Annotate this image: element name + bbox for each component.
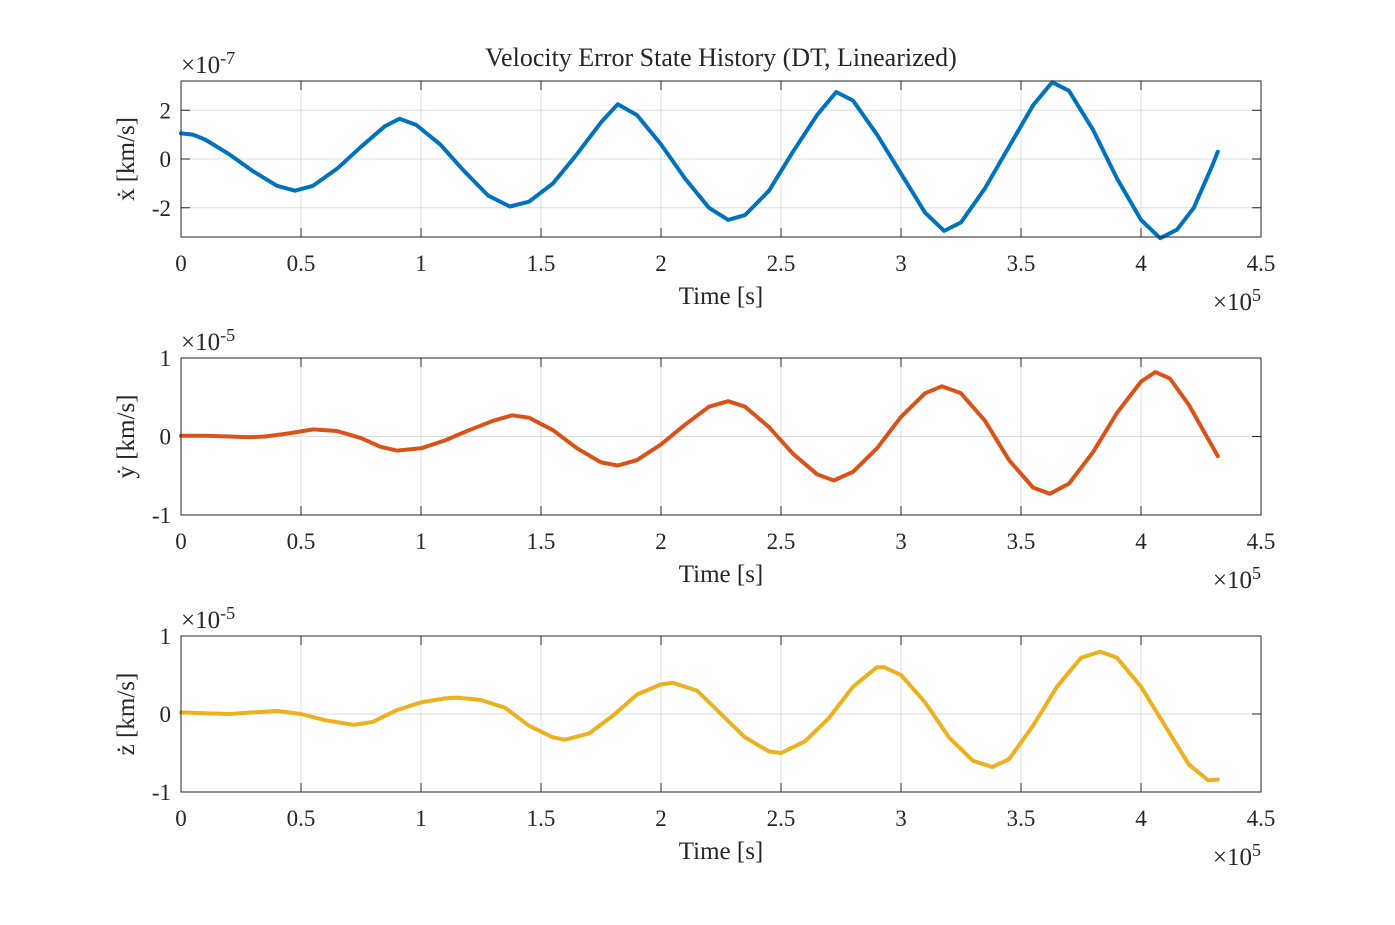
y-exponent-label: ×10-5 xyxy=(181,603,235,634)
x-tick-label: 2.5 xyxy=(767,529,796,554)
x-tick-label: 4.5 xyxy=(1247,806,1276,831)
y-tick-label: 0 xyxy=(160,425,172,450)
x-tick-label: 4 xyxy=(1135,251,1147,276)
x-axis-label: Time [s] xyxy=(679,561,764,588)
x-tick-label: 0 xyxy=(175,806,187,831)
y-exponent-label: ×10-7 xyxy=(181,48,235,79)
axes-frame xyxy=(180,635,1262,793)
x-exponent-label: ×105 xyxy=(1213,285,1261,316)
y-tick-label: -1 xyxy=(152,780,171,805)
x-tick-label: 2.5 xyxy=(767,806,796,831)
y-tick-label: 0 xyxy=(160,702,172,727)
x-tick-label: 3 xyxy=(895,529,907,554)
x-tick-label: 2 xyxy=(655,529,667,554)
x-tick-label: 1.5 xyxy=(527,806,556,831)
x-tick-label: 1.5 xyxy=(527,529,556,554)
x-tick-label: 1.5 xyxy=(527,251,556,276)
x-tick-label: 0.5 xyxy=(287,806,316,831)
x-tick-label: 1 xyxy=(415,529,427,554)
x-axis-label: Time [s] xyxy=(679,838,764,865)
x-tick-label: 0.5 xyxy=(287,251,316,276)
x-exponent-label: ×105 xyxy=(1213,840,1261,871)
x-tick-label: 0 xyxy=(175,529,187,554)
x-tick-label: 3 xyxy=(895,806,907,831)
x-axis-label: Time [s] xyxy=(679,283,764,310)
y-axis-label: ẏ [km/s] xyxy=(113,394,140,478)
x-tick-label: 2.5 xyxy=(767,251,796,276)
y-tick-label: 2 xyxy=(160,98,172,123)
x-tick-label: 3.5 xyxy=(1007,529,1036,554)
x-tick-label: 3.5 xyxy=(1007,806,1036,831)
x-tick-label: 4 xyxy=(1135,806,1147,831)
x-tick-label: 0 xyxy=(175,251,187,276)
series-line-1 xyxy=(179,649,1220,783)
series-line-1 xyxy=(179,80,1220,241)
y-tick-label: 1 xyxy=(160,346,172,371)
y-tick-label: -2 xyxy=(152,196,171,221)
y-tick-label: 1 xyxy=(160,624,172,649)
y-axis-label: ż [km/s] xyxy=(113,673,140,756)
chart-title: Velocity Error State History (DT, Linear… xyxy=(485,43,957,72)
x-tick-label: 0.5 xyxy=(287,529,316,554)
x-exponent-label: ×105 xyxy=(1213,563,1261,594)
y-exponent-label: ×10-5 xyxy=(181,325,235,356)
subplot-1: 0 0.5 1 1.5 2 2.5 3 3.5 4 4.5 -2 0 2 Time [s] ẋ [km/s]… xyxy=(113,48,1275,316)
y-tick-label: -1 xyxy=(152,503,171,528)
x-tick-label: 4.5 xyxy=(1247,251,1276,276)
x-tick-label: 1 xyxy=(415,251,427,276)
x-tick-label: 1 xyxy=(415,806,427,831)
x-tick-label: 2 xyxy=(655,251,667,276)
y-tick-label: 0 xyxy=(160,147,172,172)
x-tick-label: 4 xyxy=(1135,529,1147,554)
x-tick-label: 3 xyxy=(895,251,907,276)
x-tick-label: 4.5 xyxy=(1247,529,1276,554)
x-tick-label: 2 xyxy=(655,806,667,831)
grid-lines xyxy=(181,358,1261,515)
axes-frame xyxy=(180,80,1262,238)
axes-frame xyxy=(180,357,1262,516)
series-line-1 xyxy=(179,370,1220,496)
x-tick-label: 3.5 xyxy=(1007,251,1036,276)
y-axis-label: ẋ [km/s] xyxy=(113,117,140,201)
